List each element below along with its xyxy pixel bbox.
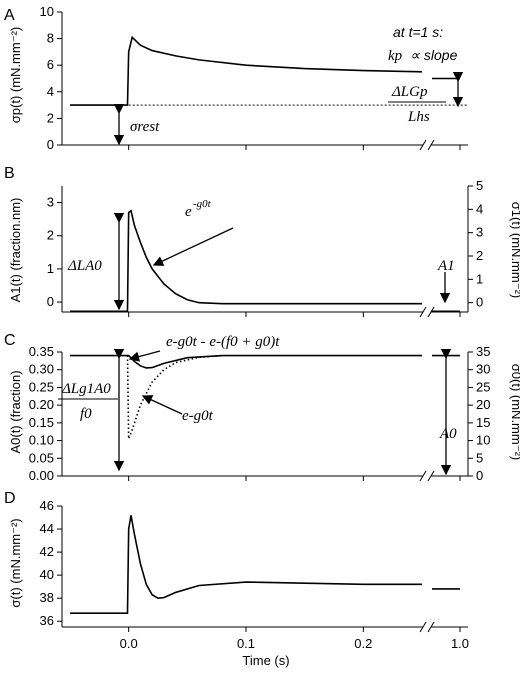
delta-l-a0-label: ΔLA0 [67,258,102,274]
c-frac-num: ΔLg1A0 [61,381,111,397]
series-line-0 [70,35,423,106]
y-tick-label-right: 0 [476,295,483,310]
x-tick-label: 0.0 [120,636,138,651]
y-tick-label: 36 [40,613,54,628]
y-tick-label: 40 [40,567,54,582]
y-tick-label-right: 5 [476,178,483,193]
exp-base-b: e [185,204,192,220]
y-tick-label: 0 [47,137,54,152]
y-tick-label: 1 [47,261,54,276]
c-frac-den: f0 [80,406,92,422]
panel-c-ylabel-left: A0(t) (fraction) [8,370,23,453]
y-tick-label: 44 [40,521,54,536]
axis-break-mark [427,470,435,482]
y-tick-label: 0.25 [29,379,54,394]
y-tick-label-right: 20 [476,397,490,412]
y-tick-label: 38 [40,590,54,605]
y-tick-label: 0.00 [29,468,54,483]
panel-letter-b: B [4,165,15,182]
y-tick-label-right: 10 [476,433,490,448]
y-tick-label-right: 30 [476,362,490,377]
panel-a-annotations: σrest at t=1 s: kp ∝ slope ΔLGp Lhs [130,24,458,135]
y-tick-label: 0.30 [29,362,54,377]
axis-break-mark [427,621,435,633]
axis-break-mark [419,139,427,151]
panel-letter-c: C [4,332,16,349]
panel-d-ylabel: σ(t) (mN.mm⁻²) [8,518,23,607]
x-tick-label: 0.1 [237,636,255,651]
y-tick-label: 2 [47,110,54,125]
lhs-label: Lhs [407,109,430,125]
a0-end-label: A0 [439,426,457,442]
y-tick-label: 8 [47,31,54,46]
y-tick-label: 0.15 [29,415,54,430]
y-tick-label: 3 [47,195,54,210]
delta-l-gp-label: ΔLGp [391,84,428,100]
y-tick-label: 42 [40,544,54,559]
y-tick-label-right: 35 [476,344,490,359]
y-tick-label: 4 [47,84,54,99]
panel-a-ylabel: σp(t) (mN.mm⁻²) [8,27,23,123]
y-tick-label: 0.35 [29,344,54,359]
y-tick-label: 0.10 [29,433,54,448]
axis-break-mark [419,470,427,482]
axis-break-mark [419,306,427,318]
panel-b-annotations: ΔLA0 e -g0t A1 [67,198,455,274]
panel-letter-d: D [4,490,16,507]
single-exp-label: e-g0t [182,408,214,424]
kp-label: kp [388,48,403,64]
a1-end-label: A1 [437,258,455,274]
slope-note: ∝ slope [410,47,458,63]
y-tick-label: 0.05 [29,450,54,465]
y-tick-label-right: 1 [476,271,483,286]
diff-pointer [128,350,161,362]
panel-b-ylabel-left: A1(t) (fraction.nm) [8,198,23,303]
panel-b: 0 1 2 3 0 1 2 3 4 5 [47,178,483,318]
y-tick-label: 0.20 [29,397,54,412]
exp-pointer-c [141,395,183,415]
panel-c-annotations: ΔLg1A0 f0 e-g0t - e-(f0 + g0)t e-g0t A0 [58,334,457,442]
series-line-0 [70,354,422,369]
axis-break-mark [427,306,435,318]
y-tick-label-right: 15 [476,415,490,430]
y-tick-label-right: 2 [476,248,483,263]
y-tick-label-right: 4 [476,201,483,216]
y-tick-label: 0 [47,294,54,309]
y-tick-label: 6 [47,57,54,72]
y-tick-label-right: 5 [476,450,483,465]
panel-c-ylabel-right: σ0(t) (mN.mm⁻²) [509,364,520,460]
panel-letter-a: A [4,7,15,24]
y-tick-label: 2 [47,228,54,243]
y-tick-label-right: 25 [476,379,490,394]
x-tick-label: 1.0 [451,636,469,651]
y-tick-label: 10 [40,4,54,19]
panel-d-xlabel: Time (s) [242,653,289,668]
panel-c: 0.00 0.05 0.10 0.15 0.20 0.25 0.30 0.35 0 5 10 15 20… [29,344,491,483]
axis-break-mark [427,139,435,151]
series-line-1 [126,354,223,440]
sigma-rest-label: σrest [130,119,160,135]
diff-exp-label: e-g0t - e-(f0 + g0)t [166,334,280,350]
series-line-0 [70,515,422,614]
exp-sup-b: -g0t [193,198,212,210]
at-t1-note: at t=1 s: [393,24,443,40]
axis-break-mark [419,621,427,633]
y-tick-label-right: 3 [476,225,483,240]
x-tick-label: 0.2 [354,636,372,651]
panel-b-ylabel-right: σ1(t) (mN.mm⁻²) [509,202,520,298]
y-tick-label-right: 0 [476,468,483,483]
exp-pointer-b [152,227,234,266]
y-tick-label: 46 [40,498,54,513]
panel-d: 36 38 40 42 44 46 0.0 0.1 0.2 1.0 [40,498,470,651]
series-line-0 [70,209,422,313]
